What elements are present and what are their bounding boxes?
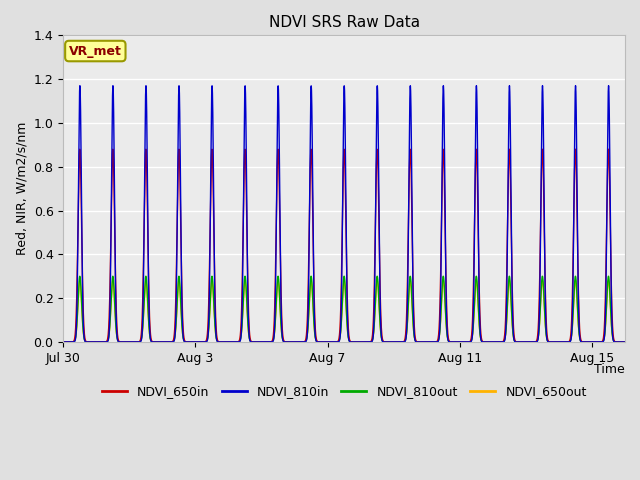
NDVI_810out <box>300 339 307 345</box>
X-axis label: Time: Time <box>595 363 625 376</box>
NDVI_650out <box>621 339 629 345</box>
NDVI_650in <box>542 312 550 318</box>
NDVI_810in <box>572 83 579 89</box>
NDVI_650out <box>463 339 470 345</box>
Title: NDVI SRS Raw Data: NDVI SRS Raw Data <box>269 15 420 30</box>
NDVI_650out <box>60 339 67 345</box>
Legend: NDVI_650in, NDVI_810in, NDVI_810out, NDVI_650out: NDVI_650in, NDVI_810in, NDVI_810out, NDV… <box>97 380 591 403</box>
Line: NDVI_650out: NDVI_650out <box>63 281 625 342</box>
NDVI_810out <box>463 339 470 345</box>
NDVI_810in <box>60 339 67 345</box>
NDVI_810out <box>542 330 550 336</box>
NDVI_650out <box>76 278 84 284</box>
NDVI_650in <box>300 339 307 345</box>
Line: NDVI_810out: NDVI_810out <box>63 276 625 342</box>
NDVI_650out <box>321 339 329 345</box>
NDVI_810out <box>264 339 271 345</box>
NDVI_650out <box>522 339 530 345</box>
NDVI_810in <box>321 339 329 345</box>
NDVI_650in <box>621 339 629 345</box>
NDVI_810in <box>542 321 550 326</box>
Line: NDVI_650in: NDVI_650in <box>63 149 625 342</box>
Line: NDVI_810in: NDVI_810in <box>63 86 625 342</box>
NDVI_810in <box>463 339 470 345</box>
NDVI_650in <box>264 339 271 345</box>
Y-axis label: Red, NIR, W/m2/s/nm: Red, NIR, W/m2/s/nm <box>15 122 28 255</box>
NDVI_810out <box>321 339 329 345</box>
NDVI_650out <box>264 339 271 345</box>
Text: VR_met: VR_met <box>69 45 122 58</box>
NDVI_810out <box>76 273 84 279</box>
NDVI_810out <box>522 339 530 345</box>
NDVI_650in <box>76 146 84 152</box>
NDVI_810in <box>300 339 307 345</box>
NDVI_650in <box>321 339 329 345</box>
NDVI_650in <box>522 339 530 345</box>
NDVI_810out <box>621 339 629 345</box>
NDVI_810out <box>60 339 67 345</box>
NDVI_810in <box>264 339 271 345</box>
NDVI_810in <box>522 339 529 345</box>
NDVI_650in <box>463 339 470 345</box>
NDVI_650out <box>542 331 550 336</box>
NDVI_650out <box>300 339 307 345</box>
NDVI_650in <box>60 339 67 345</box>
NDVI_810in <box>621 339 629 345</box>
